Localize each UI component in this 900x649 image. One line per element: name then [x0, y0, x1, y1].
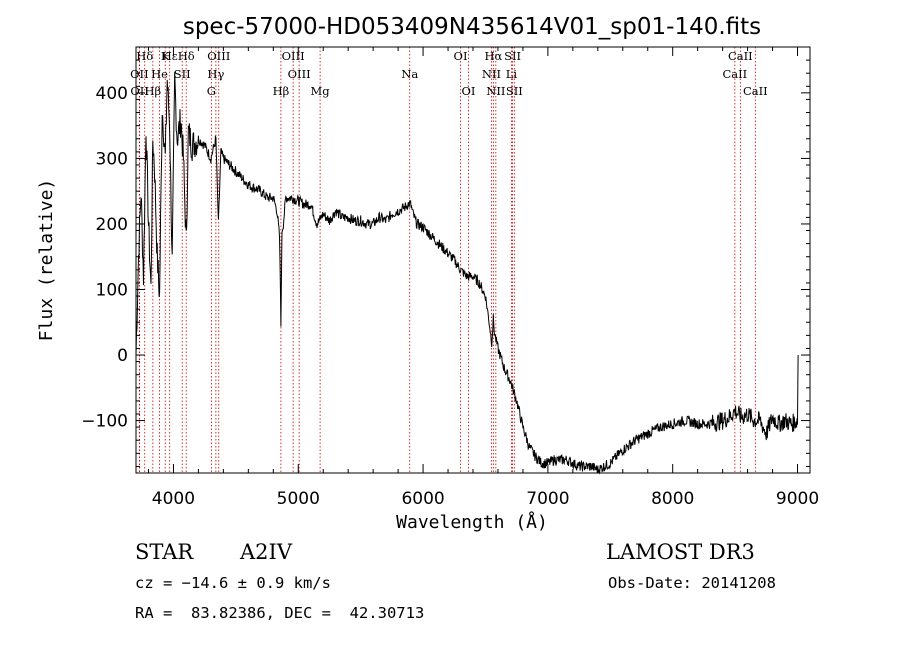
x-axis-label: Wavelength (Å): [396, 511, 548, 533]
x-tick-label: 4000: [152, 489, 195, 509]
spectral-line-label: Hβ: [273, 84, 290, 98]
spectral-line-label: Na: [401, 67, 418, 81]
y-tick-label: 0: [117, 346, 128, 366]
x-tick-label: 6000: [401, 489, 444, 509]
observation-date: Obs-Date: 20141208: [608, 574, 776, 592]
spectral-line-label: G: [207, 84, 216, 98]
y-tick-label: −100: [81, 412, 128, 432]
spectral-line-label: Hβ: [145, 84, 162, 98]
survey-name: LAMOST DR3: [606, 540, 755, 564]
spectral-line-label: SII: [504, 49, 521, 63]
sky-coordinates: RA = 83.82386, DEC = 42.30713: [135, 604, 425, 622]
spectral-line-label: OIII: [282, 49, 305, 63]
spectral-line-label: Hγ: [207, 67, 224, 81]
spectral-line-label: OIII: [288, 67, 311, 81]
x-tick-label: 7000: [526, 489, 569, 509]
spectral-line-label: OII: [130, 84, 149, 98]
spectral-line-label: He: [151, 67, 168, 81]
redshift-velocity: cz = −14.6 ± 0.9 km/s: [135, 574, 331, 592]
spectral-line-label: OIII: [207, 49, 230, 63]
spectral-line-label: CaII: [722, 67, 747, 81]
spectral-line-label: CaII: [728, 49, 753, 63]
spectral-line-label: OI: [462, 84, 476, 98]
y-tick-label: 100: [96, 280, 128, 300]
spectral-line-label: NII: [486, 84, 505, 98]
spectral-line-label: Hδ: [136, 49, 153, 63]
plot-frame: [135, 46, 811, 474]
y-tick-label: 400: [96, 84, 128, 104]
spectral-line-label: Hδ: [178, 49, 195, 63]
spectral-line-label: Hε: [162, 49, 178, 63]
spectral-line-label: CaII: [743, 84, 768, 98]
spectral-line-label: SII: [174, 67, 191, 81]
spectral-line-label: OII: [130, 67, 149, 81]
object-subclass: A2IV: [240, 540, 292, 564]
spectrum-series: [135, 71, 799, 475]
spectral-line-label: OI: [454, 49, 468, 63]
spectral-line-label: Mg: [311, 84, 331, 98]
spectral-line-label: NII: [482, 67, 501, 81]
spectral-line-label: Hα: [484, 49, 502, 63]
axis-ticks: 4000 5000 6000 7000 8000 9000 −100 0 100 200 300 40…: [81, 47, 819, 509]
y-tick-label: 300: [96, 149, 128, 169]
spectral-line-label: SII: [506, 84, 523, 98]
spectrum-line: [135, 71, 799, 475]
object-class: STAR: [135, 540, 194, 564]
y-tick-label: 200: [96, 215, 128, 235]
chart-title: spec-57000-HD053409N435614V01_sp01-140.f…: [183, 14, 761, 40]
spectral-line-label: K: [161, 49, 170, 63]
spectral-line-markers: [138, 47, 756, 473]
x-tick-label: 5000: [277, 489, 320, 509]
x-tick-label: 9000: [776, 489, 819, 509]
y-axis-label: Flux (relative): [36, 179, 57, 342]
x-tick-label: 8000: [651, 489, 694, 509]
spectral-line-label: Li: [506, 67, 518, 81]
